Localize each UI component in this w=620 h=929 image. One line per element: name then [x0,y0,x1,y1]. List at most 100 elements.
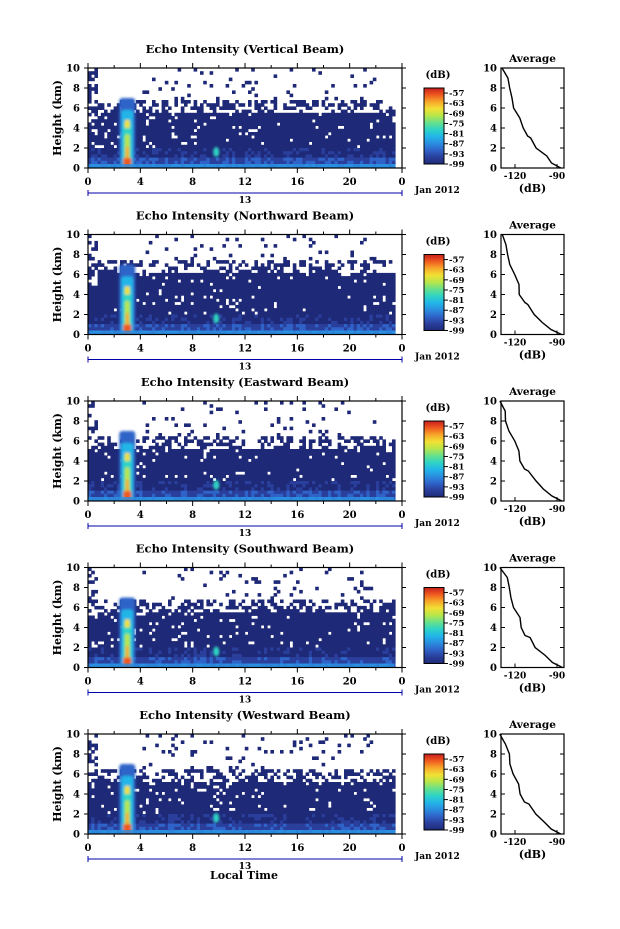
echo-cell [110,317,114,322]
echo-cell [164,109,169,114]
echo-cell [379,298,383,303]
echo-cell [369,288,374,293]
echo-cell [91,465,95,469]
echo-cell [152,493,156,498]
echo-cell [116,481,121,485]
echo-cell [116,484,121,488]
echo-cell [321,314,326,319]
echo-cell [289,148,294,152]
echo-cell [193,311,198,315]
echo-cell [148,282,153,287]
echo-cell [142,490,146,495]
echo-cell [302,160,306,165]
echo-cell [260,308,265,312]
echo-cell [184,317,188,322]
echo-cell [209,138,214,142]
echo-cell [372,106,377,110]
echo-cell [340,276,345,280]
echo-cell [366,314,370,319]
echo-cell [107,317,111,322]
echo-cell [161,311,166,315]
echo-cell [174,292,178,296]
echo-cell [228,442,233,447]
echo-cell [145,452,150,456]
echo-cell [184,471,188,475]
echo-cell [104,298,108,303]
echo-cell [88,455,92,459]
echo-cell [152,160,156,165]
echo-cell [292,148,297,152]
echo-cell [104,148,108,152]
echo-cell [158,141,162,146]
echo-cell [353,116,358,120]
echo-cell [283,295,287,299]
echo-cell [369,292,374,296]
echo-cell [196,481,201,485]
echo-cell [334,276,338,280]
echo-cell [363,282,367,287]
echo-cell [385,160,390,165]
echo-cell [97,116,102,120]
echo-cell [212,324,217,328]
echo-cell [206,452,210,456]
echo-cell [299,138,303,142]
echo-cell [356,285,361,290]
echo-cell [94,493,98,498]
echo-cell [270,276,274,280]
echo-cell [200,477,204,482]
echo-cell [107,282,111,287]
echo-cell [232,122,236,126]
echo-cell [315,276,319,280]
echo-cell [100,141,105,146]
echo-cell [196,484,201,488]
echo-cell [264,276,268,280]
echo-cell [328,279,332,283]
echo-cell [289,119,294,123]
echo-cell [292,279,297,283]
echo-cell [200,154,204,158]
echo-cell [260,320,265,325]
echo-cell [379,135,383,139]
echo-cell [225,112,230,117]
echo-cell [350,250,354,255]
echo-cell [168,276,172,280]
echo-cell [360,154,364,158]
echo-cell [136,317,140,322]
echo-cell [353,314,358,319]
echo-cell [209,279,214,283]
echo-cell [241,125,246,130]
echo-cell [305,103,310,107]
echo-cell [280,314,284,319]
echo-cell [382,122,386,126]
echo-cell [113,135,118,139]
echo-cell [228,301,233,306]
echo-cell [110,458,114,463]
echo-cell [280,116,284,120]
echo-cell [187,484,191,488]
echo-cell [219,292,223,296]
echo-cell [347,311,351,315]
echo-cell [340,288,345,293]
echo-cell [193,154,198,158]
echo-cell [353,272,358,277]
echo-cell [187,461,191,466]
echo-cell [203,276,207,280]
echo-cell [168,285,172,290]
echo-cell [193,100,198,104]
echo-cell [350,148,354,152]
echo-cell [292,106,297,110]
echo-cell [148,314,153,319]
echo-cell [136,279,140,283]
echo-cell [244,125,249,130]
echo-cell [193,461,198,466]
echo-cell [360,138,364,142]
echo-cell [286,298,290,303]
echo-cell [344,141,348,146]
echo-cell [334,295,338,299]
echo-cell [206,484,210,488]
echo-cell [155,272,159,277]
echo-cell [254,288,258,293]
echo-cell [94,106,98,110]
echo-cell [228,320,233,325]
echo-cell [337,144,342,149]
